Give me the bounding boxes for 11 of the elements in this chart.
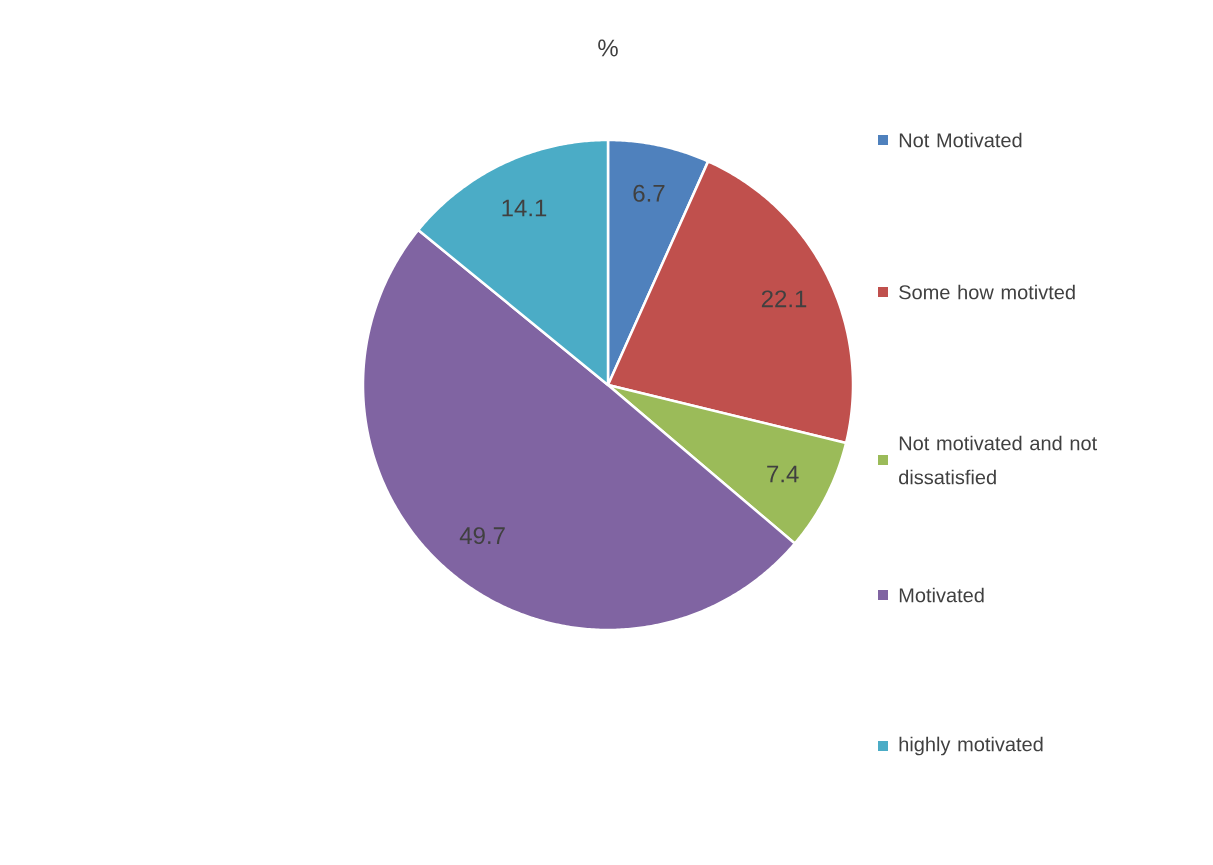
data-label: 6.7	[633, 184, 665, 202]
data-label: 14.1	[502, 199, 547, 217]
legend-label: Not motivated and not dissatisfied	[899, 435, 1098, 485]
legend-label: highly motivated	[899, 736, 1043, 756]
legend-label: Motivated	[899, 587, 984, 603]
chart-title: %	[598, 39, 618, 57]
legend-label: Some how motivted	[899, 284, 1075, 300]
legend-label: Not Motivated	[899, 132, 1022, 148]
data-label: 7.4	[767, 465, 799, 483]
data-label: 22.1	[761, 290, 807, 308]
data-label: 49.7	[459, 527, 505, 545]
